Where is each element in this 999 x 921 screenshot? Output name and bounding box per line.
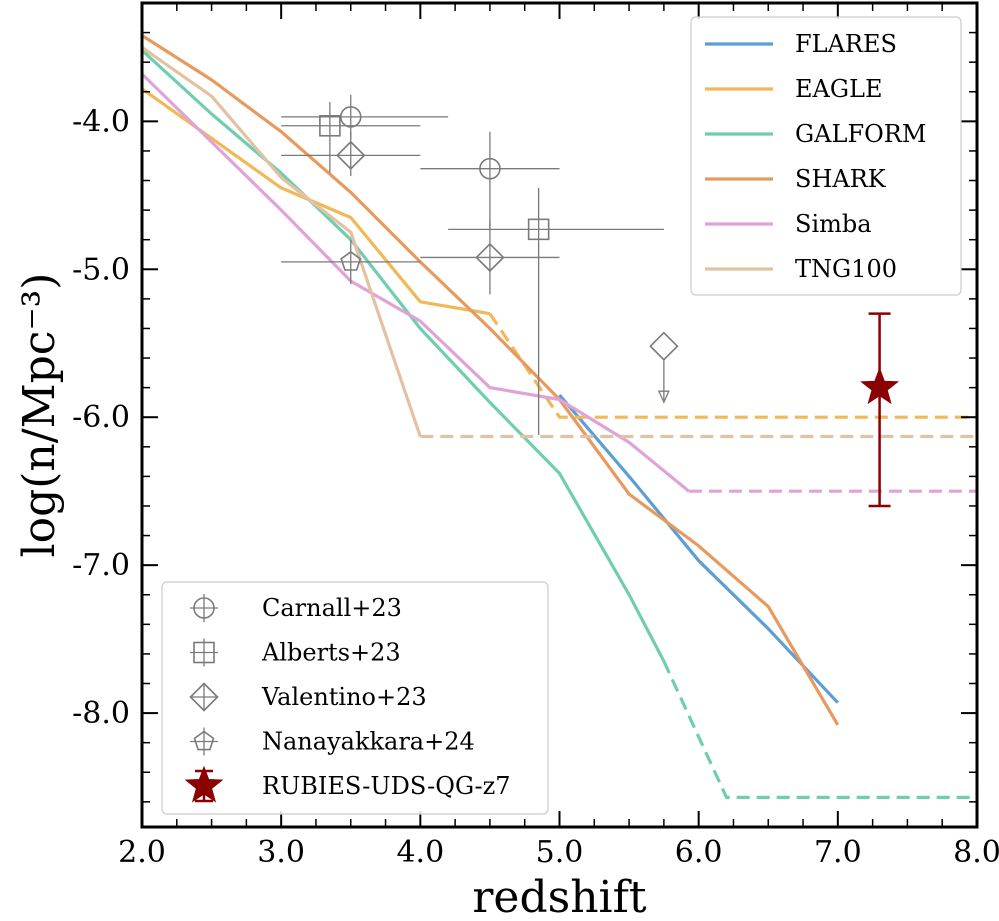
legend-label: Nanayakkara+24 xyxy=(262,728,475,756)
legend-item-tng100: TNG100 xyxy=(705,255,897,283)
data-point-nanayakkara-24-1 xyxy=(281,239,421,285)
series-dashed-galform xyxy=(662,660,977,800)
diamond-marker xyxy=(336,140,366,171)
x-tick-label: 8.0 xyxy=(953,835,999,870)
legend-item-alberts-23: Alberts+23 xyxy=(190,638,401,667)
legend-label: RUBIES-UDS-QG-z7 xyxy=(262,772,511,800)
circle-marker xyxy=(339,106,362,128)
model-lines xyxy=(140,34,977,800)
pentagon-marker xyxy=(340,250,362,271)
legend-models-box xyxy=(690,16,962,296)
x-tick-label: 5.0 xyxy=(536,835,584,870)
square-marker xyxy=(527,218,550,241)
diamond-marker xyxy=(649,331,679,361)
legend-observations-box xyxy=(161,581,549,815)
legend-label: FLARES xyxy=(795,30,897,58)
legend-item-eagle: EAGLE xyxy=(705,75,882,103)
series-line-flares xyxy=(558,393,839,704)
legend-label: TNG100 xyxy=(795,255,897,283)
y-axis-label: log(n/Mpc⁻³) xyxy=(14,273,65,558)
legend-label: GALFORM xyxy=(795,120,926,148)
legend-circle-marker xyxy=(193,597,215,619)
limit-arrow-head xyxy=(657,390,670,404)
legend-item-carnall-23: Carnall+23 xyxy=(190,594,402,622)
series-dashed-eagle xyxy=(488,312,977,419)
x-tick-label: 3.0 xyxy=(257,835,305,870)
upper-limit-valentino-23-1 xyxy=(649,331,679,404)
axis-ticks: 2.0 3.0 4.0 5.0 6.0 7.0 8.0 -4.0 -5.0 -6.0 -7.0 -8.… xyxy=(72,3,999,870)
legend-item-rubies-uds-qg-z7: RUBIES-UDS-QG-z7 xyxy=(184,765,511,803)
legend-label: Simba xyxy=(795,210,872,238)
y-tick-label: -4.0 xyxy=(72,104,130,139)
legend-label: EAGLE xyxy=(795,75,882,103)
series-line-galform xyxy=(140,49,666,663)
legend-star-marker xyxy=(184,765,224,803)
legend-item-valentino-23: Valentino+23 xyxy=(189,682,427,712)
legend-item-nanayakkara-24: Nanayakkara+24 xyxy=(190,727,475,756)
legend-label: SHARK xyxy=(795,165,887,193)
legend-observations: Carnall+23 Alberts+23 Valentino+23 Nanayakk… xyxy=(161,581,549,815)
circle-marker xyxy=(479,157,501,180)
x-tick-label: 6.0 xyxy=(675,835,723,870)
y-tick-label: -5.0 xyxy=(72,252,130,287)
data-point-valentino-23-1 xyxy=(281,131,421,177)
data-point-valentino-23-2 xyxy=(420,220,560,295)
data-point-carnall-23-2 xyxy=(420,131,560,228)
legend-label: Valentino+23 xyxy=(261,683,427,711)
y-tick-label: -6.0 xyxy=(72,400,130,435)
data-point-carnall-23-1 xyxy=(281,94,449,140)
series-line-eagle xyxy=(141,87,491,316)
legend-item-shark: SHARK xyxy=(705,165,887,193)
star-marker xyxy=(860,367,900,405)
y-tick-label: -8.0 xyxy=(72,696,130,731)
legend-models: FLARES EAGLE GALFORM SHARK Simba TNG100 xyxy=(690,16,962,296)
legend-label: Carnall+23 xyxy=(262,594,402,622)
legend-label: Alberts+23 xyxy=(261,639,401,667)
data-point-alberts-23-1 xyxy=(281,102,421,174)
diamond-marker xyxy=(475,242,505,273)
y-tick-label: -7.0 xyxy=(72,548,130,583)
x-tick-label: 7.0 xyxy=(814,835,862,870)
legend-square-marker xyxy=(193,641,215,664)
legend-item-galform: GALFORM xyxy=(705,120,926,148)
observation-points xyxy=(281,94,900,508)
square-marker xyxy=(319,114,341,137)
series-line-shark xyxy=(141,34,840,726)
legend-item-flares: FLARES xyxy=(705,30,897,58)
legend-diamond-marker xyxy=(189,682,219,712)
x-tick-label: 4.0 xyxy=(396,835,444,870)
series-line-simba xyxy=(140,72,690,493)
data-point-rubies-uds-qg-z7-1 xyxy=(860,312,900,508)
legend-pentagon-marker xyxy=(193,730,215,751)
x-axis-label: redshift xyxy=(472,872,647,921)
data-point-alberts-23-2 xyxy=(448,187,664,435)
legend-item-simba: Simba xyxy=(705,210,872,238)
x-tick-label: 2.0 xyxy=(118,835,166,870)
series-line-tng100 xyxy=(141,46,422,438)
